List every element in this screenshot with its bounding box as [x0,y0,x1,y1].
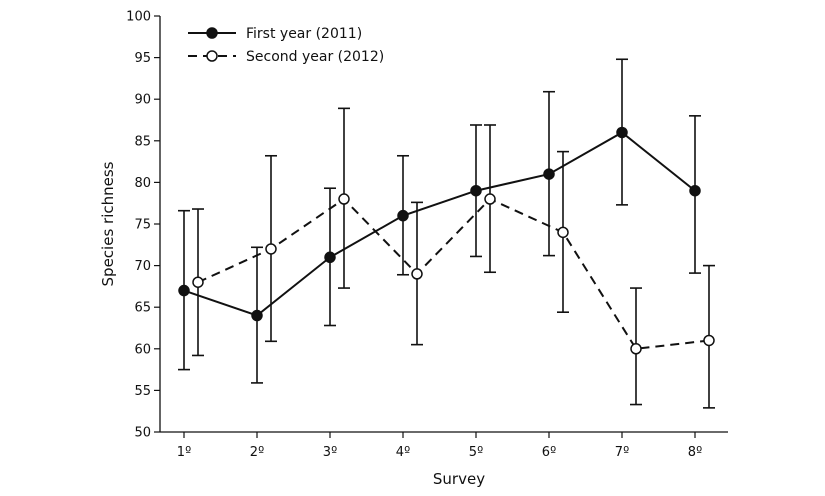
data-point [324,251,336,264]
x-tick-label: 1º [177,445,191,460]
data-point [543,168,555,180]
y-tick-label: 80 [134,176,151,191]
data-point [265,243,277,255]
plot-area [178,58,715,409]
legend-label: First year (2011) [246,26,362,42]
legend: First year (2011) Second year (2012) [188,26,384,65]
x-tick-label: 8º [688,445,702,460]
data-point [484,193,496,205]
legend-marker [206,27,218,39]
data-point [557,226,569,239]
y-tick-label: 75 [134,218,151,233]
x-axis-label: Survey [433,470,485,488]
y-tick-label: 50 [134,426,151,441]
y-tick-label: 85 [134,134,151,149]
y-tick-label: 70 [134,259,151,274]
series-1 [178,58,701,384]
series-line [197,197,710,350]
x-tick-label: 5º [469,445,483,460]
y-axis-label: Species richness [99,161,117,286]
y-tick-label: 60 [134,342,151,357]
y-tick-label: 55 [134,384,151,399]
legend-marker [206,50,218,62]
data-point [251,309,263,322]
legend-label: Second year (2012) [246,49,384,65]
x-tick-label: 6º [542,445,556,460]
x-tick-label: 2º [250,445,264,460]
y-tick-label: 90 [134,93,151,108]
data-point [178,284,190,297]
data-point [689,184,701,197]
data-point [630,343,642,355]
data-point [397,209,409,222]
series-2 [192,107,715,409]
data-point [470,184,482,197]
x-tick-label: 4º [396,445,410,460]
data-point [192,276,204,288]
y-tick-label: 100 [126,10,151,25]
data-point [703,334,715,347]
x-tick-label: 3º [323,445,337,460]
y-tick-label: 95 [134,51,151,66]
y-tick-label: 65 [134,301,151,316]
data-point [338,193,350,205]
axes: 50 55 60 65 70 75 80 85 90 95 100 1º 2º 3º 4º 5º 6º 7º 8º [126,10,728,460]
data-point [616,126,628,139]
data-point [411,268,423,280]
x-tick-label: 7º [615,445,629,460]
series-line [183,131,696,317]
